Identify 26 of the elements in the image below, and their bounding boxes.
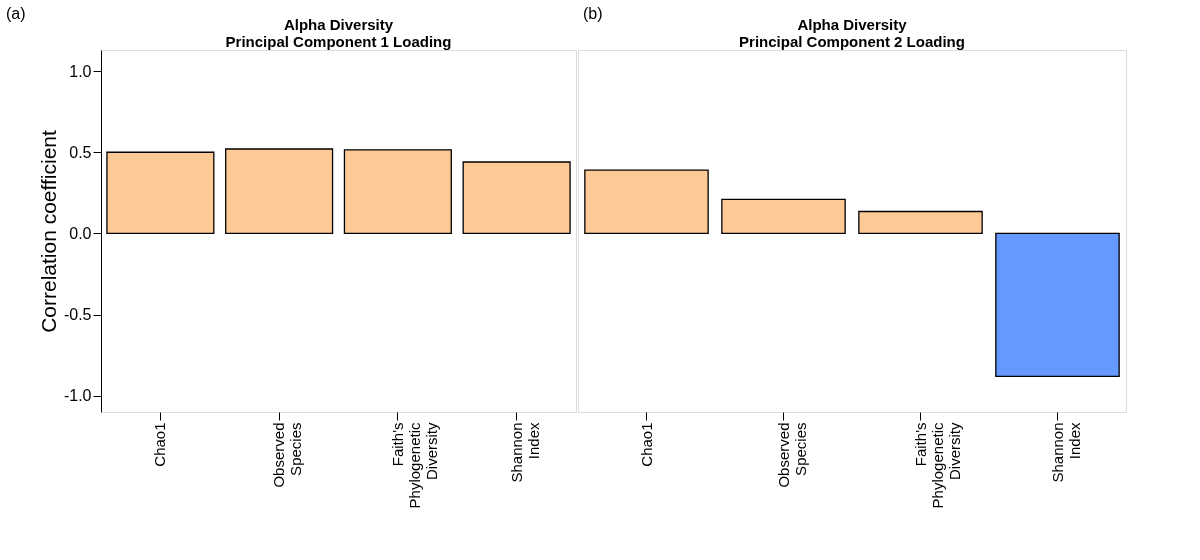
bar: [858, 210, 983, 235]
y-tick-label: 1.0: [69, 62, 92, 80]
y-axis-title: Correlation coefficient: [36, 129, 60, 333]
x-tick-label: Faith's Phylogenetic Diversity: [388, 422, 440, 509]
y-tick-label: 0.0: [69, 224, 92, 242]
y-tick-label: -1.0: [63, 387, 92, 405]
y-tick-label: 0.5: [69, 143, 92, 161]
x-tick-label: Observed Species: [774, 422, 809, 488]
x-tick-label: Observed Species: [270, 422, 305, 488]
y-tick-label: -0.5: [63, 306, 92, 324]
text: (a): [6, 5, 26, 22]
bar: [995, 232, 1120, 377]
text: (b): [583, 5, 603, 22]
bar: [106, 151, 215, 235]
bar: [721, 198, 846, 235]
chart-title: Alpha Diversity Principal Component 1 Loading: [225, 16, 452, 50]
x-tick-label: Shannon Index: [1048, 422, 1083, 483]
x-tick-label: Chao1: [637, 422, 655, 467]
x-tick-label: Shannon Index: [507, 422, 542, 483]
bar: [584, 169, 709, 235]
x-tick-label: Faith's Phylogenetic Diversity: [911, 422, 963, 509]
x-tick-label: Chao1: [151, 422, 169, 467]
bar: [462, 161, 571, 235]
bar: [225, 148, 334, 235]
chart-title: Alpha Diversity Principal Component 2 Loading: [739, 16, 965, 50]
bar: [343, 149, 452, 235]
